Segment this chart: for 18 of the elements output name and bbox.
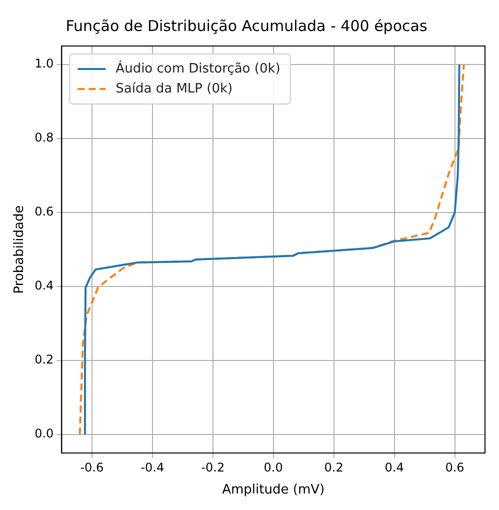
y-tick-label: 1.0 (34, 56, 54, 71)
x-axis-title: Amplitude (mV) (222, 482, 325, 498)
chart-title: Função de Distribuição Acumulada - 400 épocas (66, 16, 428, 35)
x-tick-label: 0.6 (445, 460, 464, 474)
y-tick-label: 0.6 (34, 204, 54, 219)
y-tick-label: 0.0 (34, 426, 54, 441)
x-tick-label: -0.6 (80, 460, 104, 474)
x-tick-label: -0.4 (140, 460, 164, 474)
y-tick-label: 0.8 (34, 130, 54, 145)
y-tick-label: 0.4 (34, 278, 54, 293)
legend-label: Áudio com Distorção (0k) (116, 59, 280, 76)
y-axis-title: Probabilidade (12, 205, 28, 294)
x-tick-label: 0.2 (324, 460, 344, 474)
x-tick-label: 0.4 (384, 460, 404, 474)
legend-label: Saída da MLP (0k) (116, 81, 233, 96)
x-tick-label: 0.0 (264, 460, 283, 474)
y-tick-label: 0.2 (34, 352, 54, 367)
x-tick-label: -0.2 (201, 460, 225, 474)
